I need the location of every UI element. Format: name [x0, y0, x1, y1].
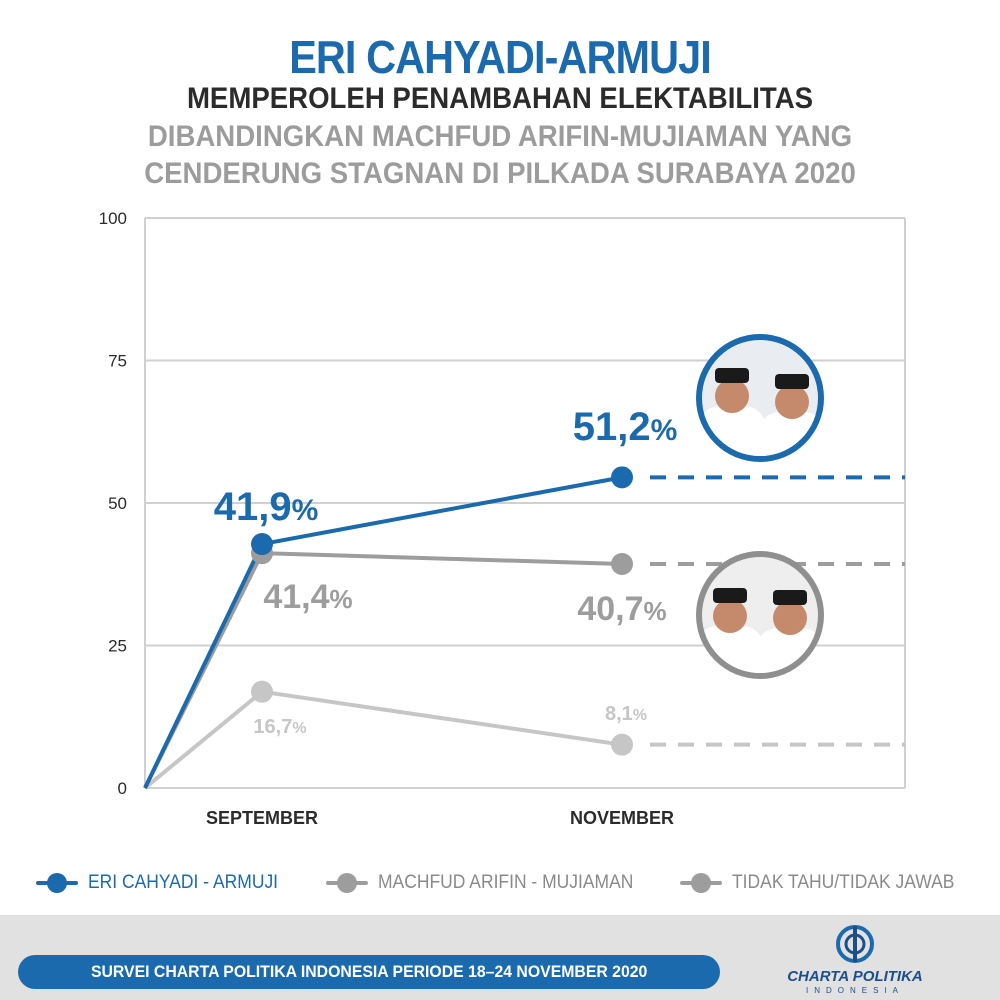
x-axis-labels: SEPTEMBER NOVEMBER [206, 808, 674, 828]
data-label-machfud-september: 41,4% [263, 578, 352, 616]
person-figure [702, 368, 766, 456]
data-label-eri-november: 51,2% [573, 405, 678, 449]
data-label-machfud-november: 40,7% [577, 590, 666, 628]
face [775, 385, 809, 419]
candidate-photos [696, 334, 824, 679]
legend-marker-tidak-tahu [680, 871, 722, 895]
survey-text: SURVEI CHARTA POLITIKA INDONESIA PERIODE… [90, 962, 648, 981]
data-point [611, 733, 633, 756]
chart-subtitle-line-2: DIBANDINGKAN MACHFUD ARIFIN-MUJIAMAN YAN… [147, 120, 853, 153]
data-point [611, 552, 633, 575]
x-tick-label: SEPTEMBER [206, 808, 318, 828]
charta-politika-logo: CHARTA POLITIKA INDONESIA [760, 920, 950, 1000]
logo-name: CHARTA POLITIKA [787, 968, 923, 985]
face [773, 601, 807, 635]
y-axis-ticks: 0 25 50 75 100 [99, 209, 127, 798]
data-label-tidak-tahu-november: 8,1% [605, 703, 647, 725]
y-tick-label: 75 [108, 352, 127, 371]
legend-label-machfud: MACHFUD ARIFIN - MUJIAMAN [378, 872, 634, 893]
data-labels: 41,9% 51,2% 41,4% 40,7% 16,7% 8,1% [214, 405, 678, 738]
person-figure [702, 588, 764, 673]
series-line-2 [143, 689, 623, 790]
peci-hat [773, 590, 807, 605]
x-tick-label: NOVEMBER [570, 808, 674, 828]
y-tick-label: 0 [118, 779, 127, 798]
series-line-1 [143, 551, 623, 789]
survey-banner: SURVEI CHARTA POLITIKA INDONESIA PERIODE… [18, 955, 720, 989]
peci-hat [713, 588, 747, 603]
chart-title: ERI CAHYADI-ARMUJI [289, 31, 712, 83]
chart-subtitle: MEMPEROLEH PENAMBAHAN ELEKTABILITAS [186, 82, 814, 115]
face [713, 599, 747, 633]
logo-emblem-icon [836, 925, 874, 963]
chart-series [143, 466, 905, 790]
peci-hat [775, 374, 809, 389]
data-label-tidak-tahu-september: 16,7% [253, 716, 306, 738]
data-label-eri-september: 41,9% [214, 485, 319, 529]
y-tick-label: 50 [108, 494, 127, 513]
face [715, 379, 749, 413]
person-figure [756, 590, 818, 673]
shirt [702, 626, 764, 673]
y-tick-label: 25 [108, 637, 127, 656]
legend-item-eri: ERI CAHYADI - ARMUJI [36, 868, 295, 898]
data-point [251, 680, 273, 703]
peci-hat [715, 368, 749, 383]
shirt [756, 628, 818, 673]
legend-item-tidak-tahu: TIDAK TAHU/TIDAK JAWAB [680, 868, 974, 898]
legend-marker-machfud [326, 871, 368, 895]
chart-subtitle-line-3: CENDERUNG STAGNAN DI PILKADA SURABAYA 20… [144, 157, 856, 190]
logo-subtitle: INDONESIA [805, 986, 904, 995]
data-point [251, 533, 273, 556]
legend-label-tidak-tahu: TIDAK TAHU/TIDAK JAWAB [732, 872, 955, 893]
shirt [702, 406, 766, 456]
chart-legend: ERI CAHYADI - ARMUJI MACHFUD ARIFIN - MU… [0, 868, 1000, 898]
legend-marker-eri [36, 871, 78, 895]
data-point [611, 466, 633, 489]
footer: SURVEI CHARTA POLITIKA INDONESIA PERIODE… [0, 915, 1000, 1000]
legend-label-eri: ERI CAHYADI - ARMUJI [88, 872, 279, 893]
legend-item-machfud: MACHFUD ARIFIN - MUJIAMAN [326, 868, 656, 898]
y-tick-label: 100 [99, 209, 127, 228]
